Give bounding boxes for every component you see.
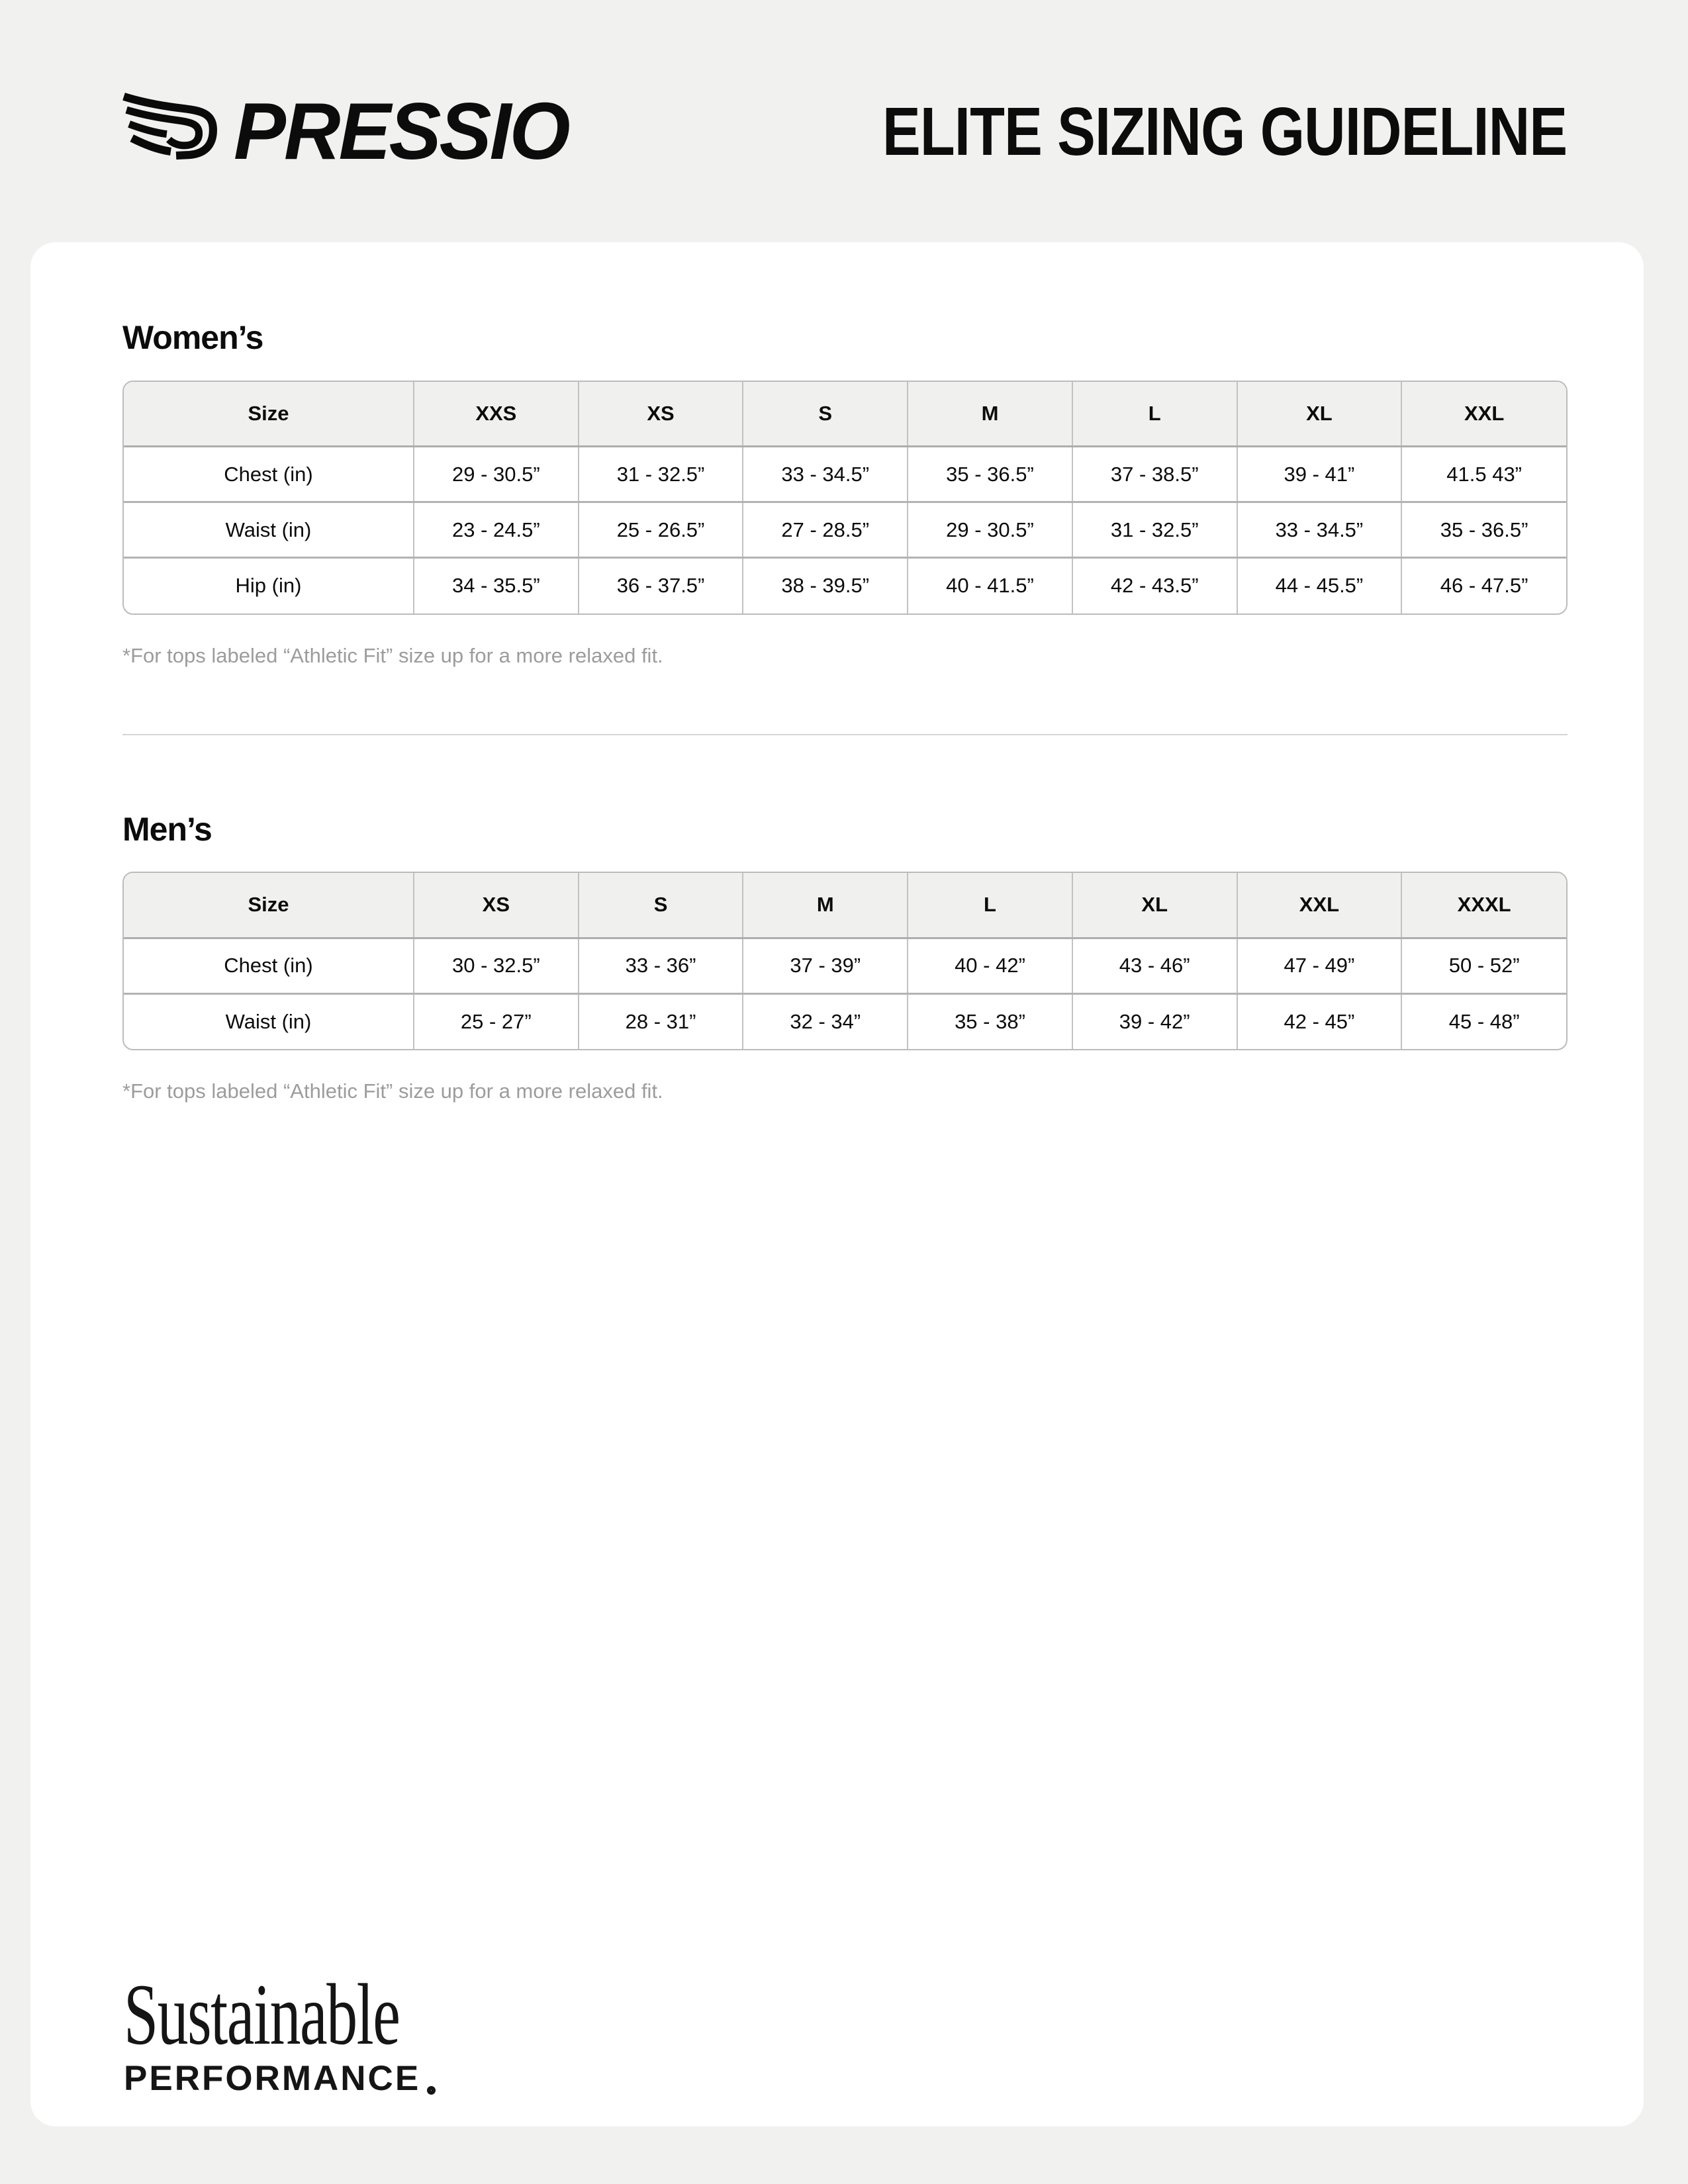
- col-header: XS: [412, 873, 579, 938]
- table-cell: 42 - 43.5”: [1071, 557, 1237, 614]
- col-header: XXL: [1401, 381, 1566, 447]
- page-header: PRESSIO ELITE SIZING GUIDELINE: [0, 0, 1688, 184]
- table-cell: 23 - 24.5”: [412, 502, 579, 558]
- table-cell: 31 - 32.5”: [577, 446, 743, 502]
- table-cell: 25 - 27”: [412, 993, 579, 1049]
- table-cell: 36 - 37.5”: [577, 557, 743, 614]
- col-header: XL: [1071, 873, 1237, 938]
- table-cell: 41.5 43”: [1401, 446, 1566, 502]
- col-header: M: [742, 873, 908, 938]
- table-cell: 33 - 36”: [577, 938, 743, 993]
- table-cell: 28 - 31”: [577, 993, 743, 1049]
- table-cell: 29 - 30.5”: [412, 446, 579, 502]
- table-cell: 30 - 32.5”: [412, 938, 579, 993]
- performance-row: PERFORMANCE: [124, 2061, 512, 2096]
- womens-section: Women’s Size XXS XS S M L XL XXL: [122, 320, 1568, 668]
- section-divider: [122, 733, 1568, 735]
- col-header: XL: [1236, 381, 1402, 447]
- content-card: Women’s Size XXS XS S M L XL XXL: [30, 242, 1644, 2126]
- table-cell: 35 - 36.5”: [1401, 502, 1566, 558]
- table-header-row: Size XXS XS S M L XL XXL: [124, 381, 1566, 447]
- table-cell: 32 - 34”: [742, 993, 908, 1049]
- col-header: XXXL: [1401, 873, 1566, 938]
- table-cell: 46 - 47.5”: [1401, 557, 1566, 614]
- table-cell: 44 - 45.5”: [1236, 557, 1402, 614]
- table-cell: 39 - 41”: [1236, 446, 1402, 502]
- sustainable-performance-logo: Sustainable PERFORMANCE: [124, 1965, 512, 2096]
- table-cell: 40 - 42”: [907, 938, 1072, 993]
- row-label: Hip (in): [235, 574, 302, 598]
- col-header-size: Size: [124, 381, 414, 447]
- womens-size-table: Size XXS XS S M L XL XXL Chest (in): [122, 380, 1568, 615]
- ring-icon: [427, 2086, 436, 2095]
- table-cell: 35 - 36.5”: [907, 446, 1072, 502]
- col-header: L: [1071, 381, 1237, 447]
- row-label: Chest (in): [224, 954, 313, 977]
- table-row-chest: Chest (in) 30 - 32.5” 33 - 36” 37 - 39” …: [124, 938, 1566, 993]
- table-cell: 38 - 39.5”: [742, 557, 908, 614]
- table-row-hip: Hip (in) 34 - 35.5” 36 - 37.5” 38 - 39.5…: [124, 557, 1566, 614]
- pressio-logo: PRESSIO: [122, 91, 579, 171]
- table-cell: 35 - 38”: [907, 993, 1072, 1049]
- table-cell: 37 - 39”: [742, 938, 908, 993]
- col-header: S: [742, 381, 908, 447]
- row-label: Waist (in): [225, 1009, 312, 1033]
- col-header: M: [907, 381, 1072, 447]
- sustainable-wordmark: Sustainable: [124, 1965, 400, 2063]
- mens-footnote: *For tops labeled “Athletic Fit” size up…: [122, 1079, 663, 1103]
- table-cell: 40 - 41.5”: [907, 557, 1072, 614]
- table-cell: 27 - 28.5”: [742, 502, 908, 558]
- mens-section: Men’s Size XS S M L XL XXL XXXL: [122, 810, 1568, 1104]
- table-cell: 37 - 38.5”: [1071, 446, 1237, 502]
- col-header: S: [577, 873, 743, 938]
- table-row-chest: Chest (in) 29 - 30.5” 31 - 32.5” 33 - 34…: [124, 446, 1566, 502]
- col-header: L: [907, 873, 1072, 938]
- mens-size-table: Size XS S M L XL XXL XXXL Chest (in): [122, 872, 1568, 1050]
- row-label: Waist (in): [225, 518, 312, 541]
- brand-name: PRESSIO: [234, 86, 571, 176]
- table-header-row: Size XS S M L XL XXL XXXL: [124, 873, 1566, 938]
- mens-heading: Men’s: [122, 810, 212, 848]
- table-cell: 42 - 45”: [1236, 993, 1402, 1049]
- table-cell: 31 - 32.5”: [1071, 502, 1237, 558]
- table-cell: 39 - 42”: [1071, 993, 1237, 1049]
- table-cell: 33 - 34.5”: [1236, 502, 1402, 558]
- page-title: ELITE SIZING GUIDELINE: [882, 93, 1568, 169]
- col-header: XXL: [1236, 873, 1402, 938]
- col-header: XS: [577, 381, 743, 447]
- table-cell: 34 - 35.5”: [412, 557, 579, 614]
- table-cell: 29 - 30.5”: [907, 502, 1072, 558]
- performance-wordmark: PERFORMANCE: [124, 2059, 421, 2098]
- table-cell: 43 - 46”: [1071, 938, 1237, 993]
- womens-heading: Women’s: [122, 319, 263, 356]
- row-label: Chest (in): [224, 462, 313, 486]
- col-header-size: Size: [124, 873, 414, 938]
- table-cell: 25 - 26.5”: [577, 502, 743, 558]
- table-cell: 45 - 48”: [1401, 993, 1566, 1049]
- pressio-wing-logo-icon: [122, 93, 217, 160]
- table-cell: 33 - 34.5”: [742, 446, 908, 502]
- table-cell: 50 - 52”: [1401, 938, 1566, 993]
- table-row-waist: Waist (in) 23 - 24.5” 25 - 26.5” 27 - 28…: [124, 502, 1566, 558]
- table-row-waist: Waist (in) 25 - 27” 28 - 31” 32 - 34” 35…: [124, 993, 1566, 1049]
- col-header: XXS: [412, 381, 579, 447]
- table-cell: 47 - 49”: [1236, 938, 1402, 993]
- womens-footnote: *For tops labeled “Athletic Fit” size up…: [122, 643, 663, 667]
